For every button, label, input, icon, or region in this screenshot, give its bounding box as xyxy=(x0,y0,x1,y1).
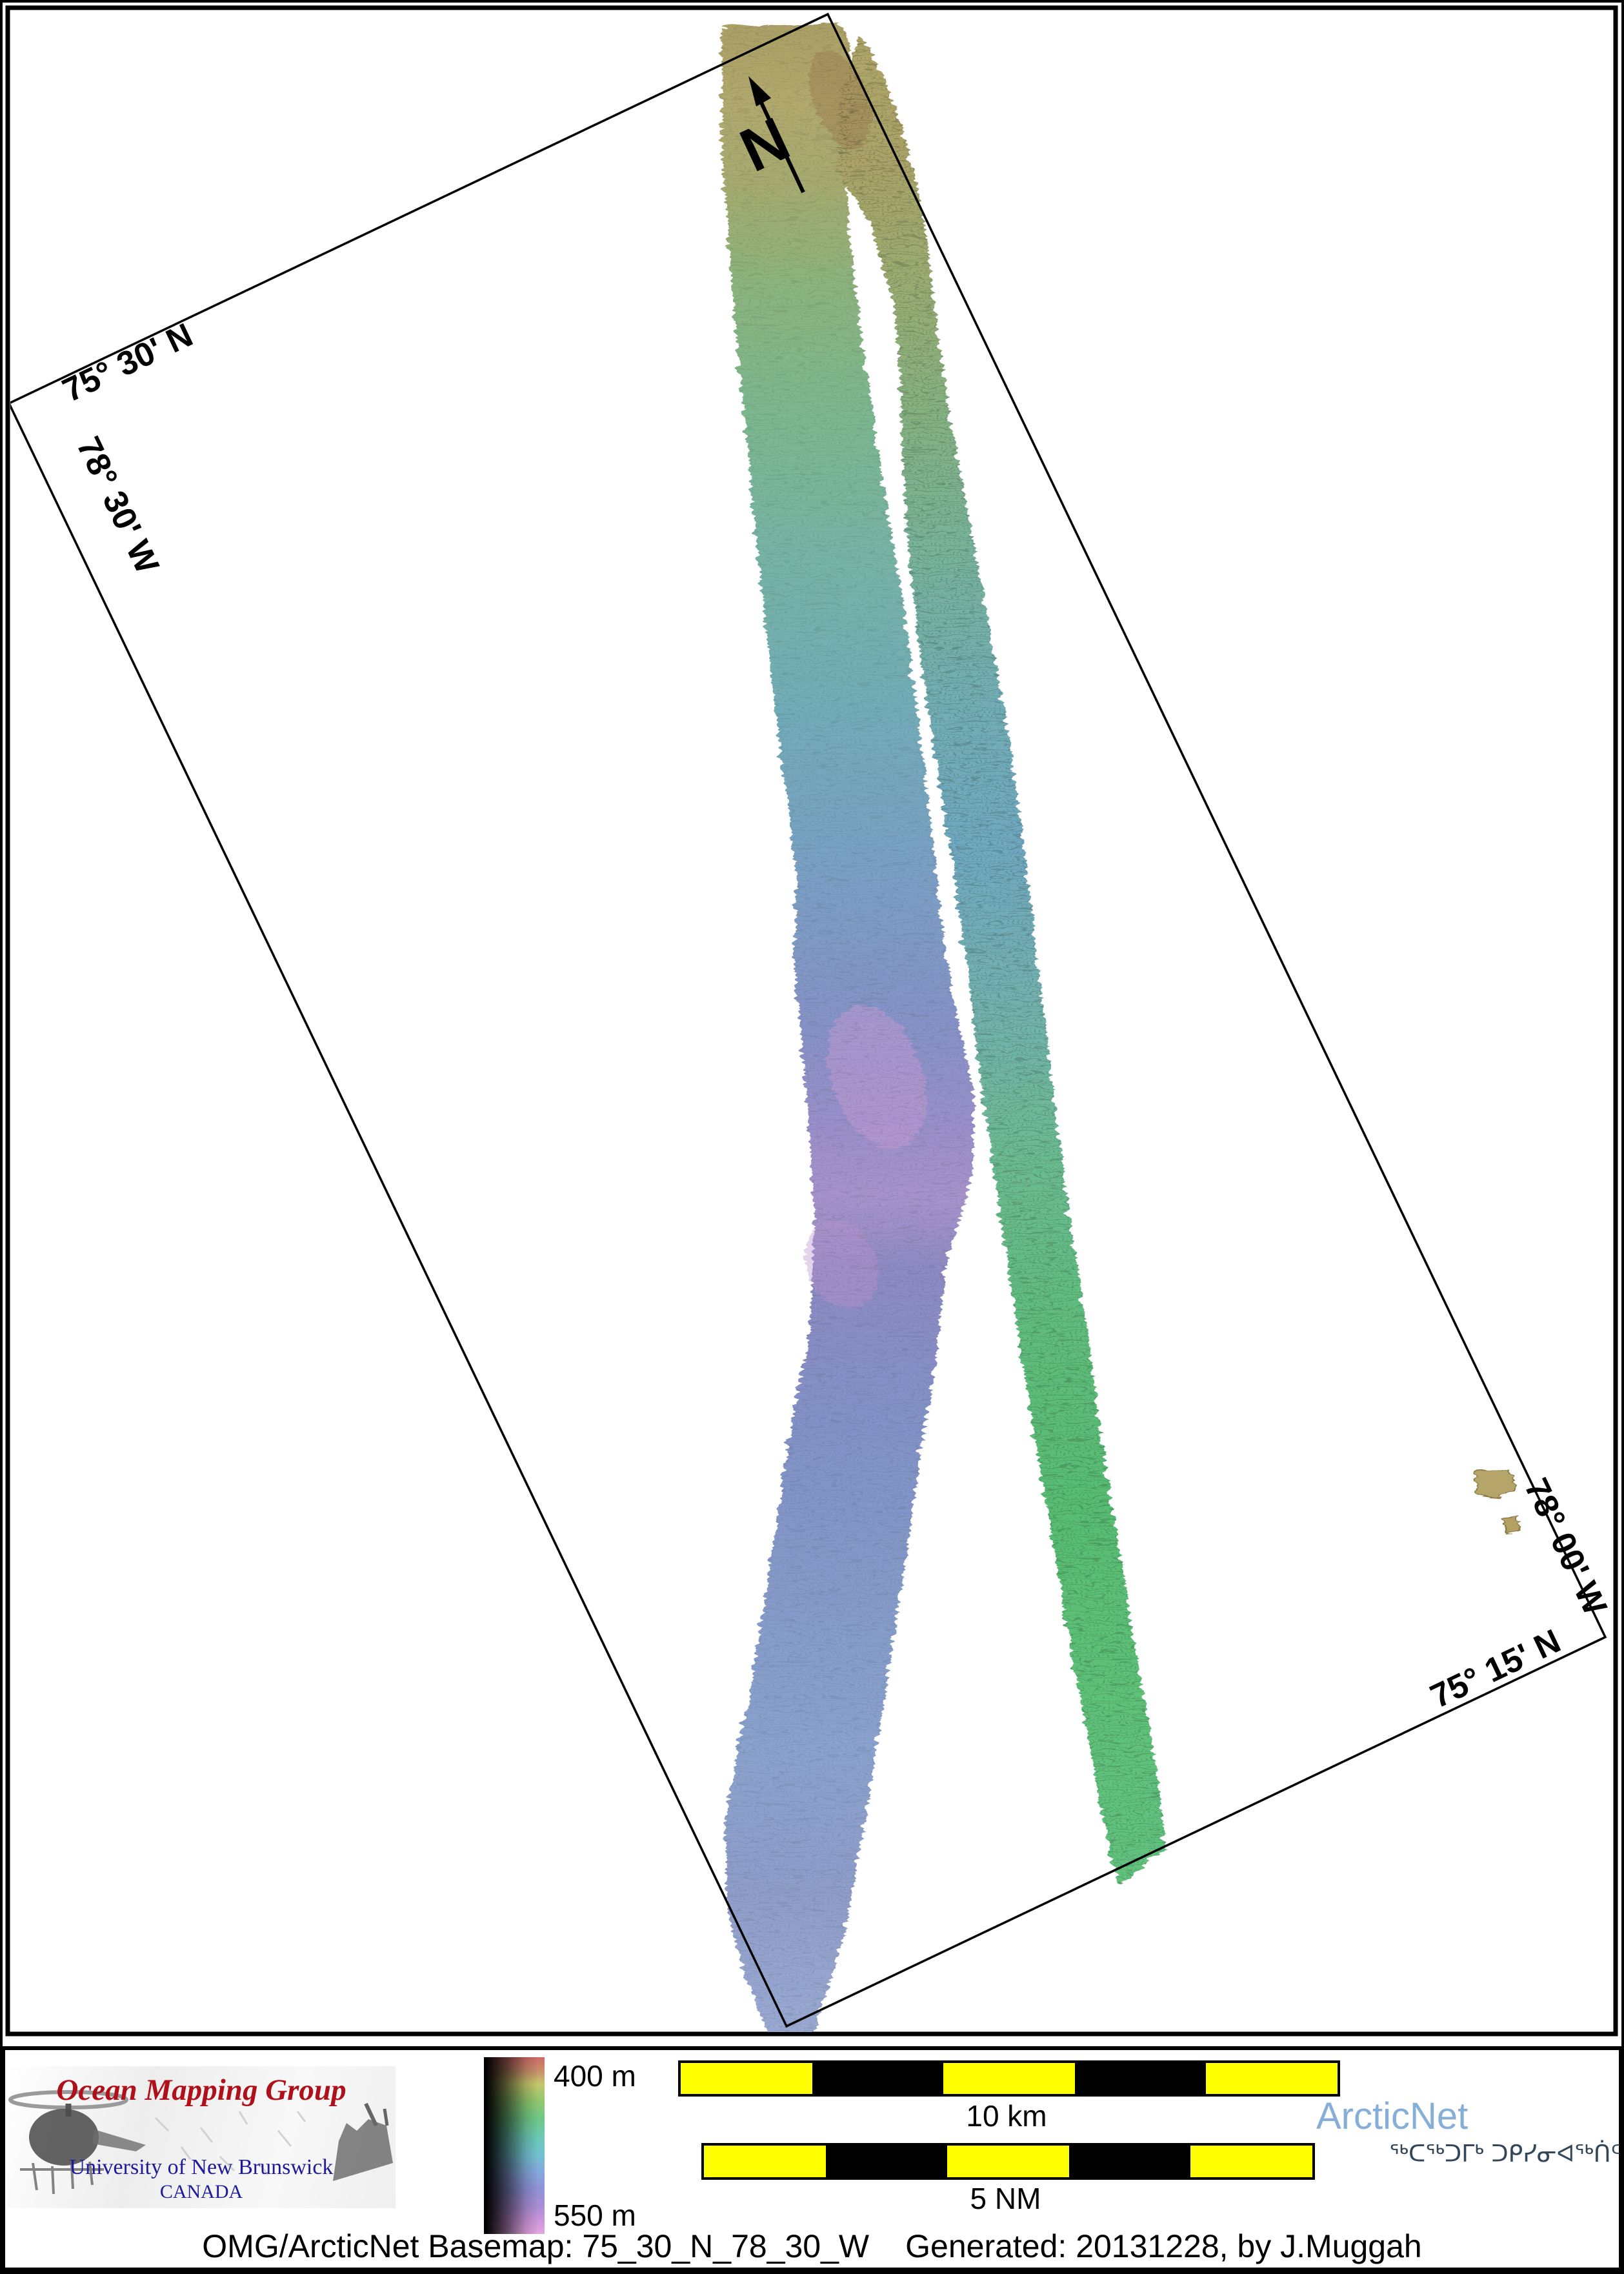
arcticnet-logo: ArcticNet xyxy=(1316,2095,1469,2137)
depth-label-top: 400 m xyxy=(554,2059,636,2093)
bathymetry-swaths xyxy=(718,19,1518,2031)
arcticnet-inuktitut: ᖅᑕᖅᑐᒥᒃ ᑐᑭᓯᓂᐊᖅᑏᑦ xyxy=(1389,2141,1621,2168)
scalebar-segment xyxy=(681,2063,812,2094)
ship-icon xyxy=(333,2102,393,2181)
scalebar-segment xyxy=(1068,2146,1191,2177)
north-arrow-head xyxy=(748,76,771,106)
caption: OMG/ArcticNet Basemap: 75_30_N_78_30_W G… xyxy=(0,2228,1624,2265)
helicopter-icon xyxy=(8,2090,146,2195)
scalebar-segment xyxy=(704,2146,826,2177)
north-arrow xyxy=(748,76,805,194)
omg-title: Ocean Mapping Group xyxy=(56,2073,346,2107)
omg-university: University of New Brunswick xyxy=(69,2155,334,2179)
caption-basemap: OMG/ArcticNet Basemap: 75_30_N_78_30_W xyxy=(202,2228,870,2264)
patch-isolated-sounding xyxy=(1471,1465,1515,1497)
omg-logo-art xyxy=(8,2090,393,2195)
scalebar-segment xyxy=(1074,2063,1207,2094)
scalebar-km-label: 10 km xyxy=(966,2099,1047,2133)
north-arrow-shaft xyxy=(758,99,805,194)
caption-generated: Generated: 20131228, by J.Muggah xyxy=(905,2228,1422,2264)
scalebar-segment xyxy=(825,2146,948,2177)
scalebar-segment xyxy=(943,2063,1075,2094)
map-content xyxy=(10,12,1607,2031)
depth-colorbar xyxy=(484,2057,545,2234)
scalebar-nm-label: 5 NM xyxy=(970,2182,1041,2215)
patch-isolated-sounding-2 xyxy=(1500,1511,1518,1531)
depth-label-bottom: 550 m xyxy=(554,2199,636,2232)
omg-logo: Ocean Mapping Group University of New Br… xyxy=(7,2066,396,2208)
geographic-frame xyxy=(10,12,1607,2028)
scalebar-segment xyxy=(1206,2063,1338,2094)
scalebar-segment xyxy=(1190,2146,1312,2177)
scalebar-km xyxy=(678,2060,1340,2097)
omg-country: CANADA xyxy=(159,2181,243,2202)
scalebar-nm xyxy=(701,2143,1315,2180)
ice-streaks xyxy=(154,2111,306,2175)
swath-main-texture xyxy=(718,19,972,2031)
swath-east-texture xyxy=(834,34,1163,1881)
scalebar-segment xyxy=(812,2063,944,2094)
scalebar-segment xyxy=(947,2146,1069,2177)
